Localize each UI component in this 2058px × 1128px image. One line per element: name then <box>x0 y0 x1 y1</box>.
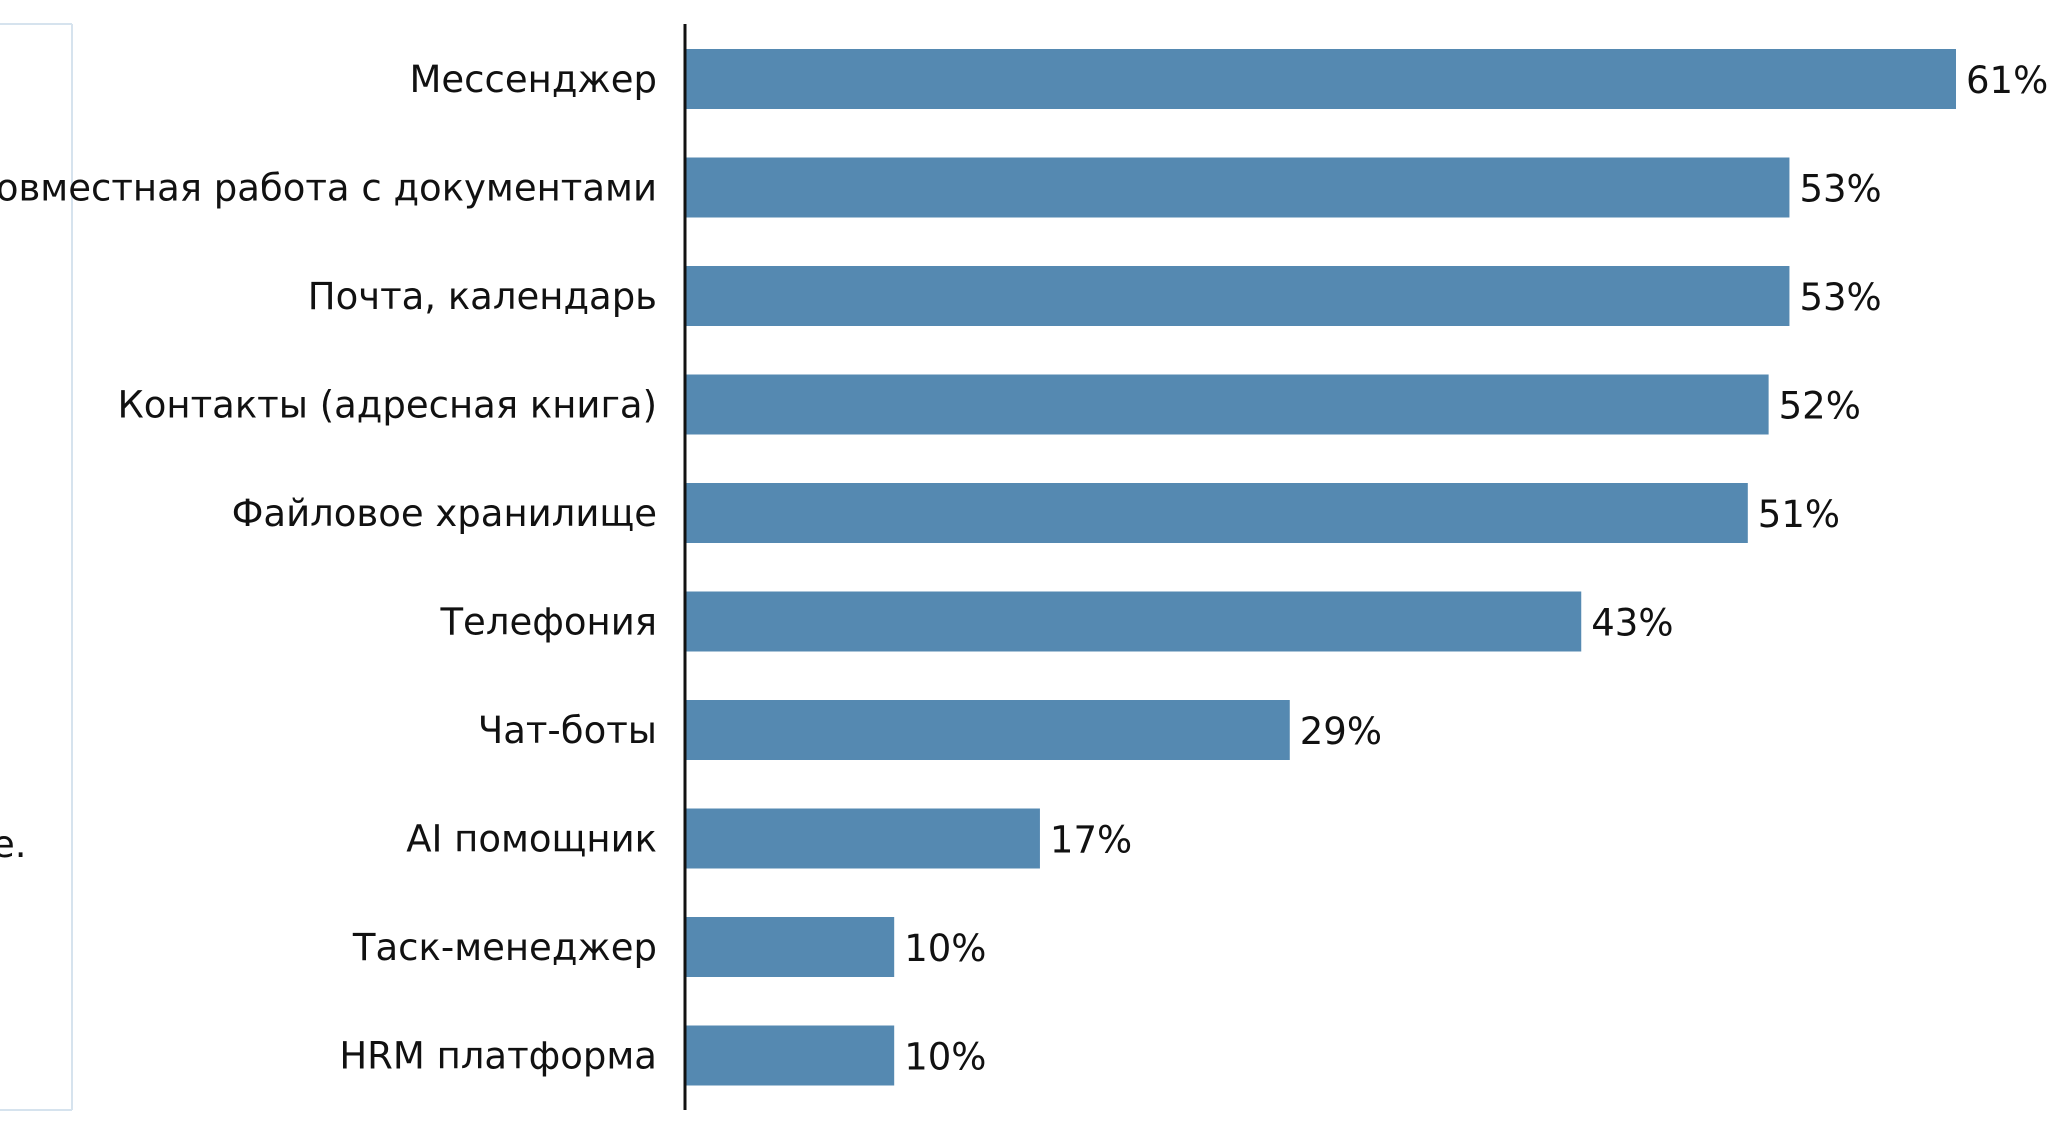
bar <box>686 374 1769 435</box>
data-label: 10% <box>904 927 986 970</box>
category-label: Файловое хранилище <box>232 492 657 535</box>
category-labels-group: Мессенджер Совместная работа с документам… <box>0 58 657 1078</box>
data-label: 17% <box>1050 819 1132 862</box>
data-label: 10% <box>904 1036 986 1079</box>
bar <box>686 1025 895 1086</box>
bar <box>686 917 895 977</box>
category-label: HRM платформа <box>339 1035 657 1078</box>
category-label: Телефония <box>439 601 657 644</box>
bar <box>686 483 1748 543</box>
cropped-text-fragment: е. <box>0 823 27 866</box>
category-label: Совместная работа с документами <box>0 167 657 210</box>
data-label: 52% <box>1779 385 1861 428</box>
bars-group <box>686 49 1956 1086</box>
data-label: 43% <box>1591 602 1673 645</box>
category-label: AI помощник <box>406 818 657 861</box>
data-label: 61% <box>1966 59 2048 102</box>
category-label: Контакты (адресная книга) <box>118 384 658 427</box>
bar <box>686 808 1040 869</box>
bar <box>686 591 1582 652</box>
bar <box>686 157 1790 218</box>
data-label: 29% <box>1300 710 1382 753</box>
data-label: 53% <box>1799 276 1881 319</box>
data-label: 51% <box>1758 493 1840 536</box>
value-labels-group: 61% 53% 53% 52% 51% 43% 29% 17% 10% 10% <box>904 59 2048 1079</box>
category-label: Чат-боты <box>478 709 657 752</box>
bar <box>686 266 1790 326</box>
data-label: 53% <box>1799 168 1881 211</box>
category-label: Почта, календарь <box>308 275 657 318</box>
category-label: Мессенджер <box>410 58 658 101</box>
category-label: Таск-менеджер <box>352 926 657 969</box>
bar <box>686 700 1290 760</box>
bar <box>686 49 1956 109</box>
